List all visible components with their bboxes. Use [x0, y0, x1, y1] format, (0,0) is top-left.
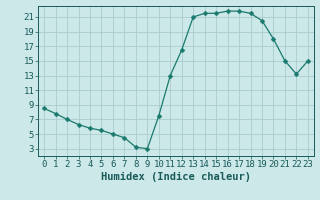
X-axis label: Humidex (Indice chaleur): Humidex (Indice chaleur) — [101, 172, 251, 182]
